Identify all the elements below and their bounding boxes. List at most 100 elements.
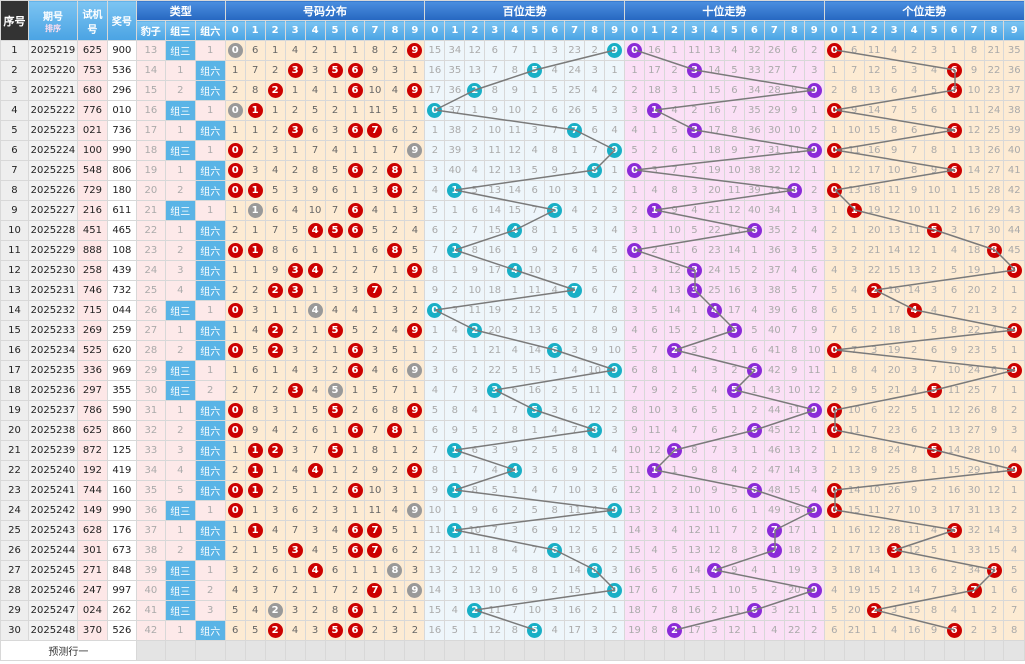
dist-omission: 7 [324,580,346,601]
bai-omission: 2 [424,140,446,161]
shi-omission: 3 [723,440,745,461]
predict-cell[interactable] [863,640,885,661]
predict-cell[interactable] [883,640,905,661]
predict-cell[interactable] [524,640,546,661]
predict-cell[interactable] [194,640,226,661]
shi-hit-cell: 4 [703,560,725,581]
section-header-3: 个位走势 [823,0,1025,21]
dist-omission: 3 [244,300,266,321]
predict-cell[interactable] [843,640,865,661]
type-omission: 2 [164,540,196,561]
bai-omission: 4 [584,500,606,521]
dist-omission: 2 [344,580,366,601]
predict-cell[interactable] [484,640,506,661]
bai-omission: 7 [544,480,566,501]
dist-omission: 5 [244,340,266,361]
bai-omission: 5 [524,160,546,181]
ge-hit-cell: 9 [1003,360,1025,381]
predict-cell[interactable] [803,640,825,661]
predict-cell[interactable] [504,640,526,661]
predict-cell[interactable] [344,640,366,661]
predict-cell[interactable] [224,640,246,661]
bai-omission: 7 [524,540,546,561]
predict-cell[interactable] [384,640,406,661]
predict-cell[interactable] [683,640,705,661]
shi-omission: 1 [723,340,745,361]
ge-omission: 11 [843,420,865,441]
predict-cell[interactable] [723,640,745,661]
predict-cell[interactable] [264,640,286,661]
predict-cell[interactable] [823,640,845,661]
predict-cell[interactable] [763,640,785,661]
predict-cell[interactable] [624,640,646,661]
predict-cell[interactable] [304,640,326,661]
shi-omission: 13 [783,440,805,461]
predict-label[interactable]: 预测行一 [0,640,137,661]
bai-ball: 0 [427,103,443,118]
dist-omission: 1 [304,480,326,501]
bai-omission: 1 [524,80,546,101]
predict-cell[interactable] [424,640,446,661]
predict-cell[interactable] [584,640,606,661]
dist-omission: 7 [244,60,266,81]
dist-hit-cell: 0 [224,480,246,501]
predict-cell[interactable] [644,640,666,661]
predict-cell[interactable] [164,640,196,661]
digit-header: 6 [544,20,566,41]
predict-cell[interactable] [1003,640,1025,661]
predict-cell[interactable] [783,640,805,661]
dist-hit-cell: 3 [284,280,306,301]
bai-omission: 4 [464,400,486,421]
bai-omission: 3 [524,460,546,481]
predict-cell[interactable] [664,640,685,661]
bai-omission: 2 [504,300,526,321]
seq-header: 序号 [0,0,29,41]
bai-omission: 4 [604,220,626,241]
ge-omission: 4 [1003,540,1025,561]
period-header[interactable]: 期号 排序 [27,0,78,41]
bai-hit-cell: 9 [604,140,626,161]
shi-omission: 32 [743,40,765,61]
predict-cell[interactable] [943,640,965,661]
bai-omission: 5 [504,360,526,381]
dist-omission: 1 [344,380,366,401]
dist-omission: 3 [404,560,426,581]
dist-ball: 3 [287,63,303,78]
sort-button[interactable]: 排序 [44,23,61,33]
predict-cell[interactable] [284,640,306,661]
predict-cell[interactable] [444,640,466,661]
ge-omission: 9 [963,60,985,81]
predict-cell[interactable] [743,640,765,661]
dist-hit-cell: 6 [344,200,366,221]
shi-omission: 11 [723,180,745,201]
predict-cell[interactable] [135,640,166,661]
dist-ball: 4 [307,303,323,318]
shi-omission: 28 [763,80,785,101]
predict-cell[interactable] [903,640,925,661]
predict-cell[interactable] [404,640,426,661]
predict-cell[interactable] [364,640,386,661]
dist-ball: 6 [347,483,363,498]
shi-ball: 2 [667,623,682,638]
row-period: 2025246 [27,580,78,601]
shi-omission: 8 [664,600,685,621]
predict-cell[interactable] [963,640,985,661]
predict-cell[interactable] [604,640,626,661]
table-row: 9 2025227 216 611 21 组三 1 1 1 6 4 10 7 6 4 1 3 5 1 6 14 15 7 6 4… [0,200,1025,221]
row-prize-number: 296 [106,80,137,101]
predict-cell[interactable] [923,640,945,661]
predict-cell[interactable] [244,640,266,661]
bai-omission: 3 [604,100,626,121]
bai-omission: 12 [464,560,486,581]
dist-omission: 2 [384,280,406,301]
predict-cell[interactable] [564,640,586,661]
predict-cell[interactable] [544,640,566,661]
shi-omission: 4 [683,200,705,221]
predict-cell[interactable] [464,640,486,661]
predict-cell[interactable] [983,640,1005,661]
predict-cell[interactable] [703,640,725,661]
predict-cell[interactable] [324,640,346,661]
dist-omission: 6 [284,500,306,521]
ge-omission: 6 [1003,580,1025,601]
bai-omission: 3 [604,420,626,441]
